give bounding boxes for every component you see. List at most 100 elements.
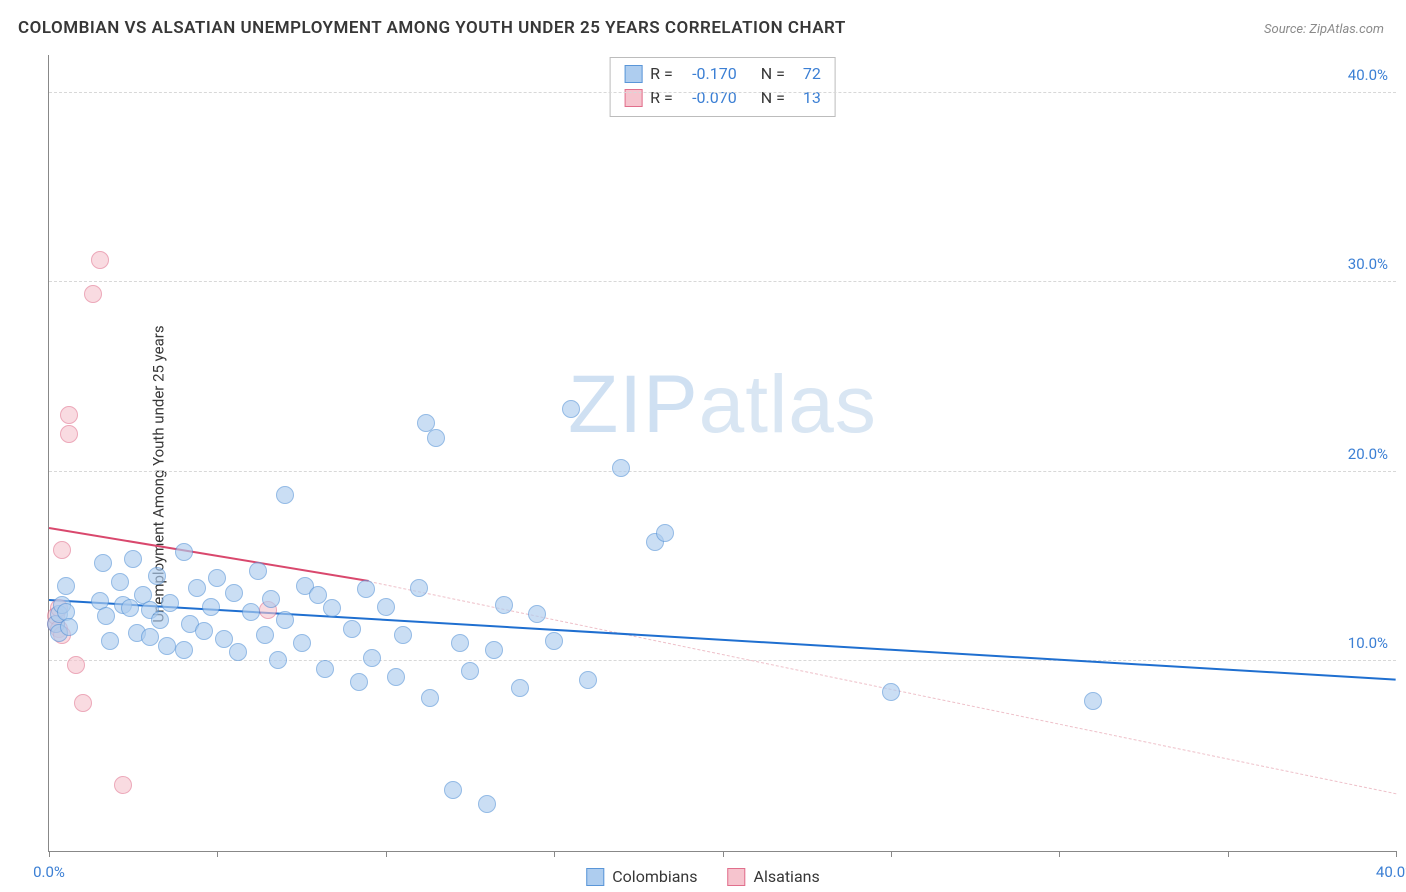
legend-swatch-alsatians bbox=[728, 868, 746, 886]
data-point-colombians bbox=[421, 689, 439, 707]
data-point-colombians bbox=[94, 554, 112, 572]
y-tick-label: 20.0% bbox=[1348, 445, 1388, 463]
data-point-colombians bbox=[410, 579, 428, 597]
data-point-colombians bbox=[276, 486, 294, 504]
x-tick bbox=[1059, 851, 1060, 857]
data-point-colombians bbox=[161, 594, 179, 612]
data-point-colombians bbox=[579, 671, 597, 689]
data-point-colombians bbox=[242, 603, 260, 621]
correlation-stats-box: R = -0.170 N = 72 R = -0.070 N = 13 bbox=[609, 57, 836, 117]
data-point-colombians bbox=[545, 632, 563, 650]
data-point-colombians bbox=[60, 618, 78, 636]
x-tick bbox=[1396, 851, 1397, 857]
data-point-colombians bbox=[202, 598, 220, 616]
x-max-label: 40.0% bbox=[1376, 863, 1406, 881]
data-point-colombians bbox=[377, 598, 395, 616]
watermark-bold: ZIP bbox=[568, 359, 699, 450]
gridline bbox=[49, 660, 1396, 661]
gridline bbox=[49, 281, 1396, 282]
legend: Colombians Alsatians bbox=[586, 867, 819, 886]
data-point-alsatians bbox=[74, 694, 92, 712]
data-point-colombians bbox=[562, 400, 580, 418]
data-point-alsatians bbox=[91, 251, 109, 269]
plot-area: ZIPatlas R = -0.170 N = 72 R = -0.070 N … bbox=[48, 55, 1396, 852]
data-point-alsatians bbox=[84, 285, 102, 303]
data-point-colombians bbox=[656, 524, 674, 542]
data-point-colombians bbox=[451, 634, 469, 652]
data-point-colombians bbox=[101, 632, 119, 650]
gridline bbox=[49, 471, 1396, 472]
chart-title: COLOMBIAN VS ALSATIAN UNEMPLOYMENT AMONG… bbox=[18, 18, 846, 38]
data-point-colombians bbox=[394, 626, 412, 644]
data-point-colombians bbox=[57, 577, 75, 595]
y-tick-label: 30.0% bbox=[1348, 255, 1388, 273]
data-point-colombians bbox=[249, 562, 267, 580]
data-point-colombians bbox=[293, 634, 311, 652]
x-tick bbox=[1228, 851, 1229, 857]
data-point-colombians bbox=[316, 660, 334, 678]
data-point-colombians bbox=[188, 579, 206, 597]
data-point-colombians bbox=[461, 662, 479, 680]
data-point-colombians bbox=[343, 620, 361, 638]
data-point-colombians bbox=[478, 795, 496, 813]
chart-container: Unemployment Among Youth under 25 years … bbox=[0, 55, 1406, 892]
data-point-alsatians bbox=[60, 425, 78, 443]
legend-label-alsatians: Alsatians bbox=[754, 867, 820, 886]
y-tick-label: 10.0% bbox=[1348, 634, 1388, 652]
data-point-colombians bbox=[229, 643, 247, 661]
data-point-colombians bbox=[323, 599, 341, 617]
r-value-alsatians: -0.070 bbox=[681, 86, 737, 110]
data-point-colombians bbox=[357, 580, 375, 598]
data-point-colombians bbox=[141, 628, 159, 646]
data-point-colombians bbox=[363, 649, 381, 667]
data-point-colombians bbox=[148, 567, 166, 585]
watermark-thin: atlas bbox=[699, 359, 877, 450]
data-point-colombians bbox=[882, 683, 900, 701]
gridline bbox=[49, 92, 1396, 93]
data-point-colombians bbox=[387, 668, 405, 686]
x-tick bbox=[217, 851, 218, 857]
data-point-colombians bbox=[495, 596, 513, 614]
data-point-colombians bbox=[485, 641, 503, 659]
data-point-colombians bbox=[276, 611, 294, 629]
watermark: ZIPatlas bbox=[568, 358, 877, 452]
data-point-alsatians bbox=[114, 776, 132, 794]
source-attribution: Source: ZipAtlas.com bbox=[1264, 22, 1384, 37]
data-point-colombians bbox=[427, 429, 445, 447]
data-point-colombians bbox=[612, 459, 630, 477]
data-point-colombians bbox=[111, 573, 129, 591]
data-point-colombians bbox=[444, 781, 462, 799]
data-point-colombians bbox=[175, 641, 193, 659]
legend-swatch-colombians bbox=[586, 868, 604, 886]
r-value-colombians: -0.170 bbox=[681, 62, 737, 86]
data-point-colombians bbox=[195, 622, 213, 640]
data-point-colombians bbox=[225, 584, 243, 602]
data-point-colombians bbox=[158, 637, 176, 655]
data-point-colombians bbox=[256, 626, 274, 644]
y-tick-label: 40.0% bbox=[1348, 66, 1388, 84]
data-point-alsatians bbox=[67, 656, 85, 674]
data-point-colombians bbox=[528, 605, 546, 623]
data-point-colombians bbox=[511, 679, 529, 697]
data-point-colombians bbox=[208, 569, 226, 587]
swatch-colombians bbox=[624, 65, 642, 83]
data-point-colombians bbox=[350, 673, 368, 691]
x-tick bbox=[49, 851, 50, 857]
legend-item-colombians: Colombians bbox=[586, 867, 697, 886]
data-point-colombians bbox=[151, 611, 169, 629]
x-min-label: 0.0% bbox=[33, 863, 65, 881]
x-tick bbox=[386, 851, 387, 857]
x-tick bbox=[554, 851, 555, 857]
n-value-colombians: 72 bbox=[793, 62, 821, 86]
data-point-colombians bbox=[175, 543, 193, 561]
n-value-alsatians: 13 bbox=[793, 86, 821, 110]
legend-label-colombians: Colombians bbox=[612, 867, 697, 886]
data-point-alsatians bbox=[60, 406, 78, 424]
stats-row-colombians: R = -0.170 N = 72 bbox=[624, 62, 821, 86]
data-point-colombians bbox=[269, 651, 287, 669]
data-point-colombians bbox=[97, 607, 115, 625]
x-tick bbox=[723, 851, 724, 857]
stats-row-alsatians: R = -0.070 N = 13 bbox=[624, 86, 821, 110]
data-point-colombians bbox=[121, 599, 139, 617]
data-point-colombians bbox=[262, 590, 280, 608]
